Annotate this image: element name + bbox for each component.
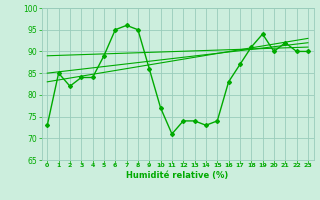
X-axis label: Humidité relative (%): Humidité relative (%) (126, 171, 229, 180)
